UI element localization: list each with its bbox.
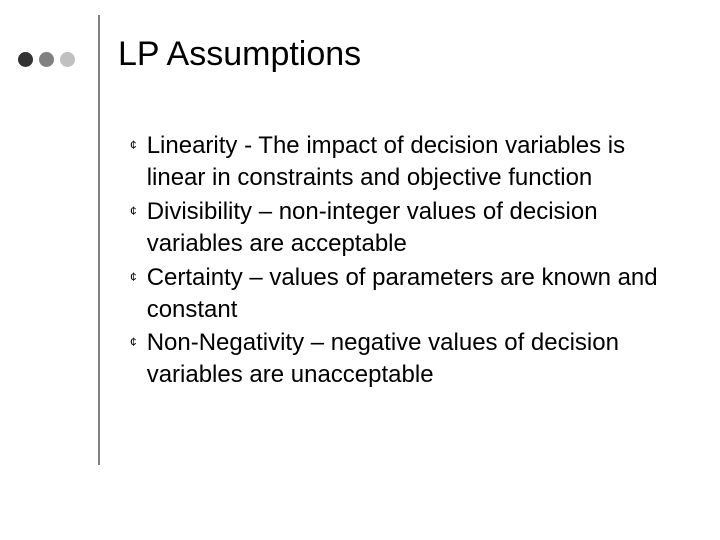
bullet-marker-icon: ¢ bbox=[130, 204, 137, 218]
bullet-text: Divisibility – non-integer values of dec… bbox=[147, 196, 690, 260]
bullet-item: ¢ Non-Negativity – negative values of de… bbox=[130, 327, 690, 391]
dot-3 bbox=[60, 52, 75, 67]
bullet-item: ¢ Certainty – values of parameters are k… bbox=[130, 262, 690, 326]
bullet-item: ¢ Linearity - The impact of decision var… bbox=[130, 130, 690, 194]
content-area: ¢ Linearity - The impact of decision var… bbox=[130, 130, 690, 393]
dot-2 bbox=[39, 52, 54, 67]
slide-title: LP Assumptions bbox=[118, 35, 361, 74]
vertical-divider-line bbox=[98, 15, 100, 465]
slide-container: LP Assumptions ¢ Linearity - The impact … bbox=[0, 0, 720, 540]
bullet-text: Non-Negativity – negative values of deci… bbox=[147, 327, 690, 391]
bullet-text: Certainty – values of parameters are kno… bbox=[147, 262, 690, 326]
bullet-text: Linearity - The impact of decision varia… bbox=[147, 130, 690, 194]
dot-1 bbox=[18, 52, 33, 67]
bullet-item: ¢ Divisibility – non-integer values of d… bbox=[130, 196, 690, 260]
decoration-dots bbox=[18, 52, 75, 67]
bullet-marker-icon: ¢ bbox=[130, 270, 137, 284]
bullet-marker-icon: ¢ bbox=[130, 138, 137, 152]
bullet-marker-icon: ¢ bbox=[130, 335, 137, 349]
